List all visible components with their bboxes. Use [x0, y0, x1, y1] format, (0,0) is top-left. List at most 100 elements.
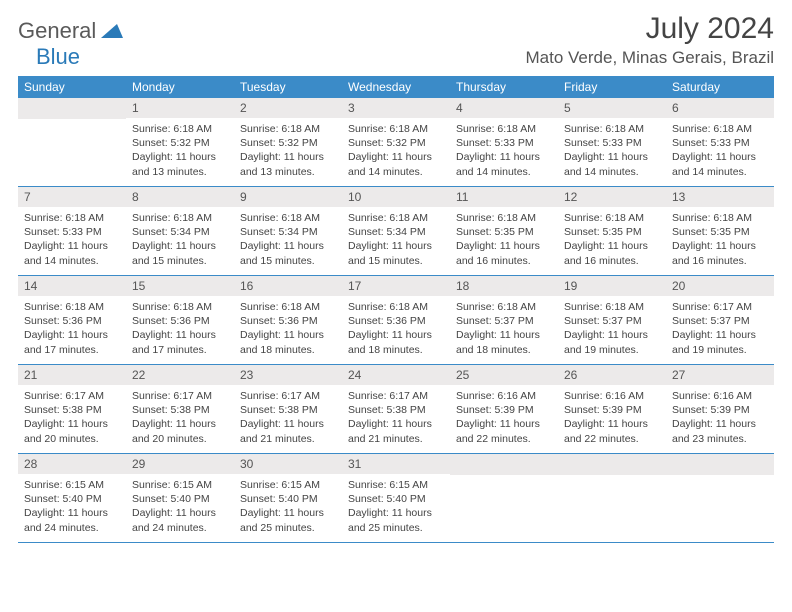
week-row: 7Sunrise: 6:18 AMSunset: 5:33 PMDaylight…	[18, 187, 774, 276]
day-cell: 25Sunrise: 6:16 AMSunset: 5:39 PMDayligh…	[450, 365, 558, 453]
day-cell: 17Sunrise: 6:18 AMSunset: 5:36 PMDayligh…	[342, 276, 450, 364]
day-details: Sunrise: 6:18 AMSunset: 5:36 PMDaylight:…	[234, 296, 342, 363]
day-cell: 19Sunrise: 6:18 AMSunset: 5:37 PMDayligh…	[558, 276, 666, 364]
day-number: 27	[666, 365, 774, 385]
day-cell	[558, 454, 666, 542]
day-details: Sunrise: 6:18 AMSunset: 5:33 PMDaylight:…	[18, 207, 126, 274]
day-cell	[18, 98, 126, 186]
day-cell: 14Sunrise: 6:18 AMSunset: 5:36 PMDayligh…	[18, 276, 126, 364]
day-number: 10	[342, 187, 450, 207]
week-row: 28Sunrise: 6:15 AMSunset: 5:40 PMDayligh…	[18, 454, 774, 543]
day-cell: 29Sunrise: 6:15 AMSunset: 5:40 PMDayligh…	[126, 454, 234, 542]
title-block: July 2024 Mato Verde, Minas Gerais, Braz…	[526, 12, 774, 68]
day-number: 19	[558, 276, 666, 296]
logo-text-blue: Blue	[36, 44, 80, 69]
day-cell: 31Sunrise: 6:15 AMSunset: 5:40 PMDayligh…	[342, 454, 450, 542]
weekday-header: Tuesday	[234, 76, 342, 98]
day-cell: 26Sunrise: 6:16 AMSunset: 5:39 PMDayligh…	[558, 365, 666, 453]
day-cell: 28Sunrise: 6:15 AMSunset: 5:40 PMDayligh…	[18, 454, 126, 542]
day-details: Sunrise: 6:16 AMSunset: 5:39 PMDaylight:…	[666, 385, 774, 452]
day-number: 25	[450, 365, 558, 385]
day-number: 4	[450, 98, 558, 118]
day-cell: 3Sunrise: 6:18 AMSunset: 5:32 PMDaylight…	[342, 98, 450, 186]
day-details: Sunrise: 6:18 AMSunset: 5:33 PMDaylight:…	[558, 118, 666, 185]
day-cell	[666, 454, 774, 542]
weekday-header: Wednesday	[342, 76, 450, 98]
day-cell: 6Sunrise: 6:18 AMSunset: 5:33 PMDaylight…	[666, 98, 774, 186]
day-details: Sunrise: 6:18 AMSunset: 5:32 PMDaylight:…	[342, 118, 450, 185]
day-details: Sunrise: 6:18 AMSunset: 5:35 PMDaylight:…	[666, 207, 774, 274]
day-cell: 12Sunrise: 6:18 AMSunset: 5:35 PMDayligh…	[558, 187, 666, 275]
day-cell: 27Sunrise: 6:16 AMSunset: 5:39 PMDayligh…	[666, 365, 774, 453]
day-number: 28	[18, 454, 126, 474]
empty-day-header	[666, 454, 774, 475]
day-details: Sunrise: 6:17 AMSunset: 5:38 PMDaylight:…	[18, 385, 126, 452]
day-number: 15	[126, 276, 234, 296]
day-details: Sunrise: 6:17 AMSunset: 5:38 PMDaylight:…	[126, 385, 234, 452]
day-cell: 23Sunrise: 6:17 AMSunset: 5:38 PMDayligh…	[234, 365, 342, 453]
day-number: 13	[666, 187, 774, 207]
day-number: 30	[234, 454, 342, 474]
day-number: 9	[234, 187, 342, 207]
day-details: Sunrise: 6:18 AMSunset: 5:37 PMDaylight:…	[450, 296, 558, 363]
logo: General Blue	[18, 18, 123, 70]
day-number: 23	[234, 365, 342, 385]
empty-day-header	[558, 454, 666, 475]
day-number: 17	[342, 276, 450, 296]
day-cell: 10Sunrise: 6:18 AMSunset: 5:34 PMDayligh…	[342, 187, 450, 275]
day-details: Sunrise: 6:18 AMSunset: 5:35 PMDaylight:…	[450, 207, 558, 274]
day-cell: 11Sunrise: 6:18 AMSunset: 5:35 PMDayligh…	[450, 187, 558, 275]
day-cell	[450, 454, 558, 542]
day-number: 26	[558, 365, 666, 385]
day-cell: 1Sunrise: 6:18 AMSunset: 5:32 PMDaylight…	[126, 98, 234, 186]
day-number: 31	[342, 454, 450, 474]
week-row: 14Sunrise: 6:18 AMSunset: 5:36 PMDayligh…	[18, 276, 774, 365]
day-cell: 16Sunrise: 6:18 AMSunset: 5:36 PMDayligh…	[234, 276, 342, 364]
day-details: Sunrise: 6:18 AMSunset: 5:34 PMDaylight:…	[126, 207, 234, 274]
day-number: 20	[666, 276, 774, 296]
weekday-header: Monday	[126, 76, 234, 98]
weeks-container: 1Sunrise: 6:18 AMSunset: 5:32 PMDaylight…	[18, 98, 774, 543]
day-number: 14	[18, 276, 126, 296]
empty-day-header	[18, 98, 126, 119]
day-number: 24	[342, 365, 450, 385]
day-details: Sunrise: 6:15 AMSunset: 5:40 PMDaylight:…	[126, 474, 234, 541]
day-number: 16	[234, 276, 342, 296]
logo-text-block: General Blue	[18, 18, 123, 70]
empty-day-header	[450, 454, 558, 475]
day-details: Sunrise: 6:18 AMSunset: 5:33 PMDaylight:…	[450, 118, 558, 185]
day-number: 29	[126, 454, 234, 474]
calendar: SundayMondayTuesdayWednesdayThursdayFrid…	[18, 76, 774, 543]
day-cell: 18Sunrise: 6:18 AMSunset: 5:37 PMDayligh…	[450, 276, 558, 364]
day-cell: 21Sunrise: 6:17 AMSunset: 5:38 PMDayligh…	[18, 365, 126, 453]
day-number: 11	[450, 187, 558, 207]
day-details: Sunrise: 6:16 AMSunset: 5:39 PMDaylight:…	[558, 385, 666, 452]
week-row: 1Sunrise: 6:18 AMSunset: 5:32 PMDaylight…	[18, 98, 774, 187]
weekday-header: Friday	[558, 76, 666, 98]
day-cell: 2Sunrise: 6:18 AMSunset: 5:32 PMDaylight…	[234, 98, 342, 186]
day-number: 8	[126, 187, 234, 207]
weekday-header: Sunday	[18, 76, 126, 98]
location-text: Mato Verde, Minas Gerais, Brazil	[526, 48, 774, 68]
day-cell: 20Sunrise: 6:17 AMSunset: 5:37 PMDayligh…	[666, 276, 774, 364]
day-details: Sunrise: 6:18 AMSunset: 5:34 PMDaylight:…	[342, 207, 450, 274]
day-number: 1	[126, 98, 234, 118]
day-cell: 9Sunrise: 6:18 AMSunset: 5:34 PMDaylight…	[234, 187, 342, 275]
day-cell: 13Sunrise: 6:18 AMSunset: 5:35 PMDayligh…	[666, 187, 774, 275]
day-details: Sunrise: 6:18 AMSunset: 5:34 PMDaylight:…	[234, 207, 342, 274]
day-details: Sunrise: 6:18 AMSunset: 5:37 PMDaylight:…	[558, 296, 666, 363]
day-details: Sunrise: 6:18 AMSunset: 5:36 PMDaylight:…	[342, 296, 450, 363]
weekday-header: Thursday	[450, 76, 558, 98]
day-details: Sunrise: 6:18 AMSunset: 5:36 PMDaylight:…	[126, 296, 234, 363]
day-number: 5	[558, 98, 666, 118]
day-number: 18	[450, 276, 558, 296]
day-number: 3	[342, 98, 450, 118]
day-cell: 24Sunrise: 6:17 AMSunset: 5:38 PMDayligh…	[342, 365, 450, 453]
day-cell: 22Sunrise: 6:17 AMSunset: 5:38 PMDayligh…	[126, 365, 234, 453]
day-cell: 8Sunrise: 6:18 AMSunset: 5:34 PMDaylight…	[126, 187, 234, 275]
day-cell: 7Sunrise: 6:18 AMSunset: 5:33 PMDaylight…	[18, 187, 126, 275]
day-details: Sunrise: 6:17 AMSunset: 5:37 PMDaylight:…	[666, 296, 774, 363]
day-details: Sunrise: 6:18 AMSunset: 5:33 PMDaylight:…	[666, 118, 774, 185]
day-details: Sunrise: 6:18 AMSunset: 5:32 PMDaylight:…	[126, 118, 234, 185]
day-cell: 30Sunrise: 6:15 AMSunset: 5:40 PMDayligh…	[234, 454, 342, 542]
